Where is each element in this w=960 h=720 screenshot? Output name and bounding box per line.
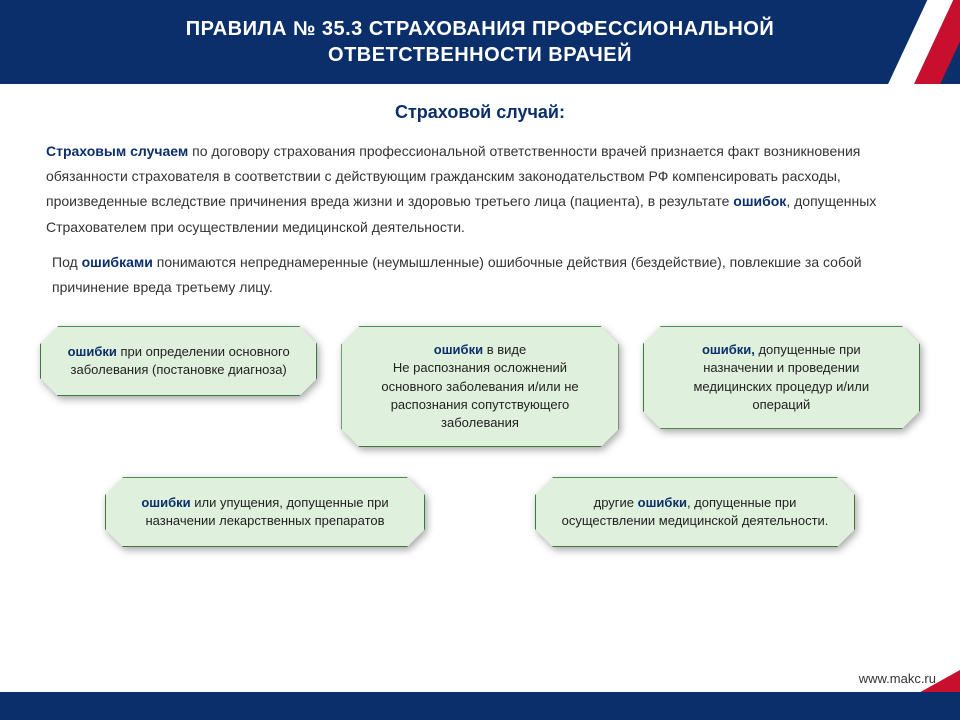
para2-body: понимаются непреднамеренные (неумышленны…	[52, 254, 862, 295]
definition-paragraph: Страховым случаем по договору страховани…	[0, 139, 960, 300]
header-accent	[870, 0, 960, 84]
error-boxes-row-1: ошибки при определении основного заболев…	[0, 326, 960, 447]
error-box: ошибки в виде Не распознания осложнений …	[341, 326, 618, 447]
title-line-1: ПРАВИЛА № 35.3 СТРАХОВАНИЯ ПРОФЕССИОНАЛЬ…	[186, 18, 774, 40]
error-box: ошибки при определении основного заболев…	[40, 326, 317, 447]
para-2: Под ошибками понимаются непреднамеренные…	[46, 250, 914, 300]
para2-kw: ошибками	[82, 254, 153, 270]
box-kw: ошибки	[141, 495, 190, 510]
box-kw: ошибки,	[702, 342, 755, 357]
error-box: другие ошибки, допущенные при осуществле…	[535, 477, 855, 547]
error-box-inner: другие ошибки, допущенные при осуществле…	[535, 477, 855, 547]
footer-bar	[0, 692, 960, 720]
box-kw: ошибки	[638, 495, 687, 510]
slide-title: ПРАВИЛА № 35.3 СТРАХОВАНИЯ ПРОФЕССИОНАЛЬ…	[24, 16, 936, 68]
error-box-inner: ошибки или упущения, допущенные при назн…	[105, 477, 425, 547]
para1-kw: ошибок	[733, 193, 786, 209]
error-box: ошибки, допущенные при назначении и пров…	[643, 326, 920, 447]
error-box-inner: ошибки при определении основного заболев…	[40, 326, 317, 396]
title-line-2: ОТВЕТСТВЕННОСТИ ВРАЧЕЙ	[328, 44, 632, 66]
error-box: ошибки или упущения, допущенные при назн…	[105, 477, 425, 547]
box-kw: ошибки	[434, 342, 483, 357]
para2-prefix: Под	[52, 254, 82, 270]
error-boxes-row-2: ошибки или упущения, допущенные при назн…	[0, 477, 960, 547]
slide-header: ПРАВИЛА № 35.3 СТРАХОВАНИЯ ПРОФЕССИОНАЛЬ…	[0, 0, 960, 84]
para-1: Страховым случаем по договору страховани…	[46, 139, 914, 240]
error-box-inner: ошибки, допущенные при назначении и пров…	[643, 326, 920, 429]
error-box-inner: ошибки в виде Не распознания осложнений …	[341, 326, 618, 447]
box-prefix: другие	[594, 495, 638, 510]
para1-lead: Страховым случаем	[46, 143, 188, 159]
box-kw: ошибки	[68, 344, 117, 359]
slide-subtitle: Страховой случай:	[0, 102, 960, 123]
